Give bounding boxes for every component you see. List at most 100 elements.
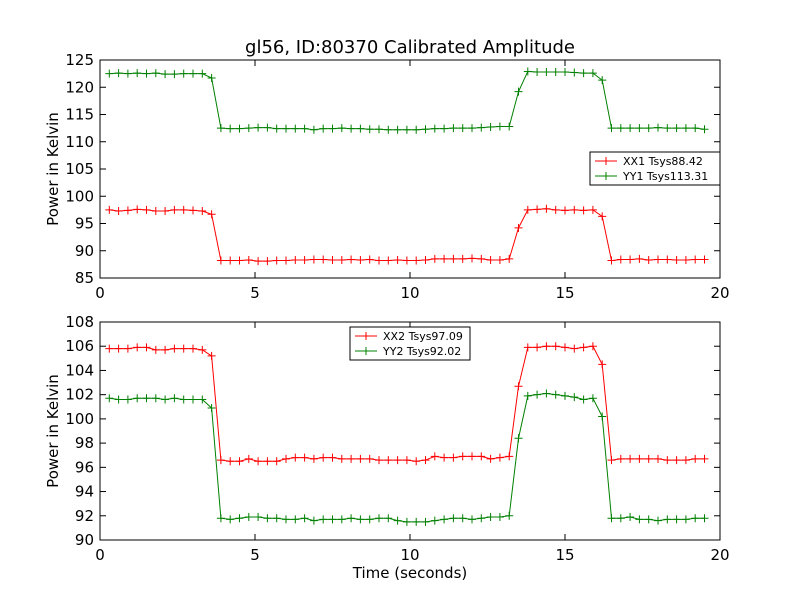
data-point-s2-47	[533, 67, 542, 76]
data-point-s2-40	[468, 515, 476, 524]
data-point-s2-38	[449, 124, 458, 133]
legend-marker-1	[362, 332, 370, 340]
y-tick-label-105: 105	[65, 160, 94, 178]
y-tick-label-120: 120	[65, 78, 94, 96]
data-point-s2-59	[644, 515, 653, 524]
data-point-s1-8	[170, 205, 179, 214]
data-point-s1-43	[495, 256, 504, 265]
data-point-s2-13	[216, 514, 225, 523]
data-point-s2-60	[654, 516, 662, 525]
data-point-s2-41	[477, 514, 486, 523]
data-point-s1-44	[505, 452, 514, 461]
y-tick-label-92: 92	[75, 507, 94, 525]
data-point-s1-11	[198, 206, 207, 215]
data-point-s2-58	[635, 515, 644, 524]
data-point-s1-19	[272, 457, 281, 466]
data-point-s1-15	[235, 256, 244, 265]
y-tick-label-110: 110	[65, 133, 94, 151]
data-point-s1-27	[347, 255, 356, 264]
data-point-s2-42	[486, 123, 495, 132]
data-point-s1-55	[607, 256, 616, 265]
data-point-s1-50	[561, 343, 569, 352]
data-point-s2-46	[523, 391, 532, 400]
x-tick-label-0: 0	[95, 284, 105, 302]
data-point-s2-16	[244, 512, 253, 521]
y-tick-label-100: 100	[65, 410, 94, 428]
data-point-s1-1	[105, 344, 114, 353]
data-point-s1-37	[440, 453, 449, 462]
data-point-s2-1	[105, 394, 114, 403]
data-point-s1-29	[365, 255, 374, 264]
data-point-s2-8	[170, 394, 179, 403]
data-point-s2-28	[356, 124, 365, 133]
data-point-s1-37	[440, 254, 449, 263]
legend-box	[589, 151, 721, 186]
data-point-s1-4	[133, 205, 142, 214]
data-point-s1-36	[430, 254, 439, 263]
data-point-s1-3	[123, 344, 132, 353]
data-point-s2-63	[681, 515, 690, 524]
data-point-s2-47	[533, 390, 542, 399]
y-tick-label-102: 102	[65, 386, 94, 404]
data-point-s1-1	[105, 205, 114, 214]
data-point-s1-18	[263, 257, 272, 266]
data-point-s1-25	[328, 453, 337, 462]
top-panel: 0 5 10 15 20 85 90 95 100 105 110 115 120 125 Power in…	[44, 51, 730, 302]
data-point-s1-45	[514, 382, 523, 391]
y-tick-label-115: 115	[65, 106, 94, 124]
data-point-s1-53	[588, 205, 597, 214]
data-point-s2-52	[579, 69, 588, 78]
data-point-s1-40	[468, 452, 476, 461]
data-point-s2-15	[235, 514, 244, 523]
data-point-s2-50	[561, 67, 569, 76]
data-point-s1-24	[319, 255, 328, 264]
data-point-s1-46	[523, 205, 532, 214]
data-point-s2-64	[691, 514, 700, 523]
data-point-s2-53	[588, 69, 597, 78]
data-point-s2-30	[375, 514, 383, 523]
data-point-s1-47	[533, 205, 542, 214]
data-point-s1-45	[514, 223, 523, 232]
y-tick-label-100: 100	[65, 187, 94, 205]
data-point-s2-41	[477, 123, 486, 132]
data-point-s2-6	[151, 394, 160, 403]
data-point-s1-33	[402, 456, 411, 465]
data-point-s2-54	[598, 76, 607, 85]
data-point-s1-12	[207, 210, 216, 219]
data-point-s2-34	[412, 517, 421, 526]
data-point-s1-16	[244, 454, 253, 463]
data-point-s1-62	[672, 256, 681, 265]
data-point-s1-9	[179, 344, 188, 353]
data-point-s2-35	[421, 125, 430, 134]
data-point-s2-44	[505, 122, 514, 131]
data-point-s2-1	[105, 69, 114, 78]
data-point-s2-36	[430, 516, 439, 525]
data-point-s1-54	[598, 360, 607, 369]
data-point-s1-23	[309, 454, 318, 463]
data-point-s2-64	[691, 124, 700, 133]
data-point-s1-23	[309, 255, 318, 264]
data-point-s2-37	[440, 124, 449, 133]
data-point-s1-51	[570, 344, 579, 353]
data-point-s2-46	[523, 67, 532, 76]
data-point-s1-60	[654, 255, 662, 264]
data-point-s2-10	[189, 69, 197, 78]
data-point-s2-37	[440, 515, 449, 524]
data-point-s2-54	[598, 412, 607, 421]
data-point-s1-9	[179, 205, 188, 214]
data-point-s2-48	[542, 389, 551, 398]
y-tick-label-85: 85	[75, 269, 94, 287]
data-point-s2-44	[505, 511, 514, 520]
data-point-s1-11	[198, 345, 207, 354]
data-point-s1-26	[337, 454, 346, 463]
data-point-s2-19	[272, 514, 281, 523]
data-point-s2-53	[588, 394, 597, 403]
data-point-s2-23	[309, 516, 318, 525]
data-point-s2-33	[402, 517, 411, 526]
data-point-s1-58	[635, 254, 644, 263]
data-point-s2-10	[189, 395, 197, 404]
data-point-s2-4	[133, 394, 142, 403]
data-point-s2-12	[207, 403, 216, 412]
data-point-s1-25	[328, 256, 337, 265]
